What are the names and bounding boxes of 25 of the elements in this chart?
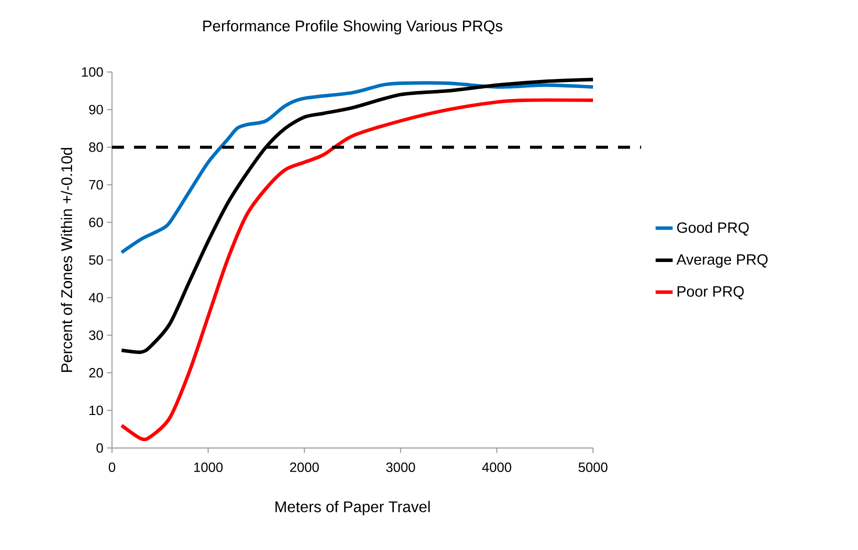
y-tick-label: 40: [88, 292, 103, 302]
y-tick-label: 0: [96, 443, 103, 453]
y-tick-label: 50: [89, 255, 103, 265]
legend-label: Average PRQ: [676, 254, 768, 268]
x-tick-label: 3000: [386, 462, 416, 472]
x-tick-label: 0: [108, 462, 116, 472]
x-axis-title: Meters of Paper Travel: [276, 500, 430, 516]
line-series: [120, 81, 595, 254]
y-axis-title: Percent of Zones Within +/-0.10d: [60, 148, 72, 372]
y-tick-label: 20: [89, 368, 103, 378]
x-tick-label: 4000: [482, 462, 512, 472]
line-series: [120, 98, 595, 442]
y-tick-label: 70: [89, 180, 103, 190]
legend-label: Poor PRQ: [678, 286, 744, 300]
y-tick-label: 30: [89, 330, 103, 340]
legend-label: Good PRQ: [677, 222, 749, 236]
x-tick-label: 5000: [578, 462, 608, 472]
y-tick-label: 80: [89, 142, 103, 152]
x-tick-label: 1000: [194, 462, 223, 472]
y-tick-label: 60: [89, 218, 103, 228]
x-tick-label: 2000: [290, 462, 319, 472]
y-tick-label: 90: [89, 104, 103, 114]
y-tick-label: 100: [82, 67, 103, 77]
chart-title: Performance Profile Showing Various PRQs: [203, 20, 502, 34]
y-tick-label: 10: [90, 406, 103, 416]
